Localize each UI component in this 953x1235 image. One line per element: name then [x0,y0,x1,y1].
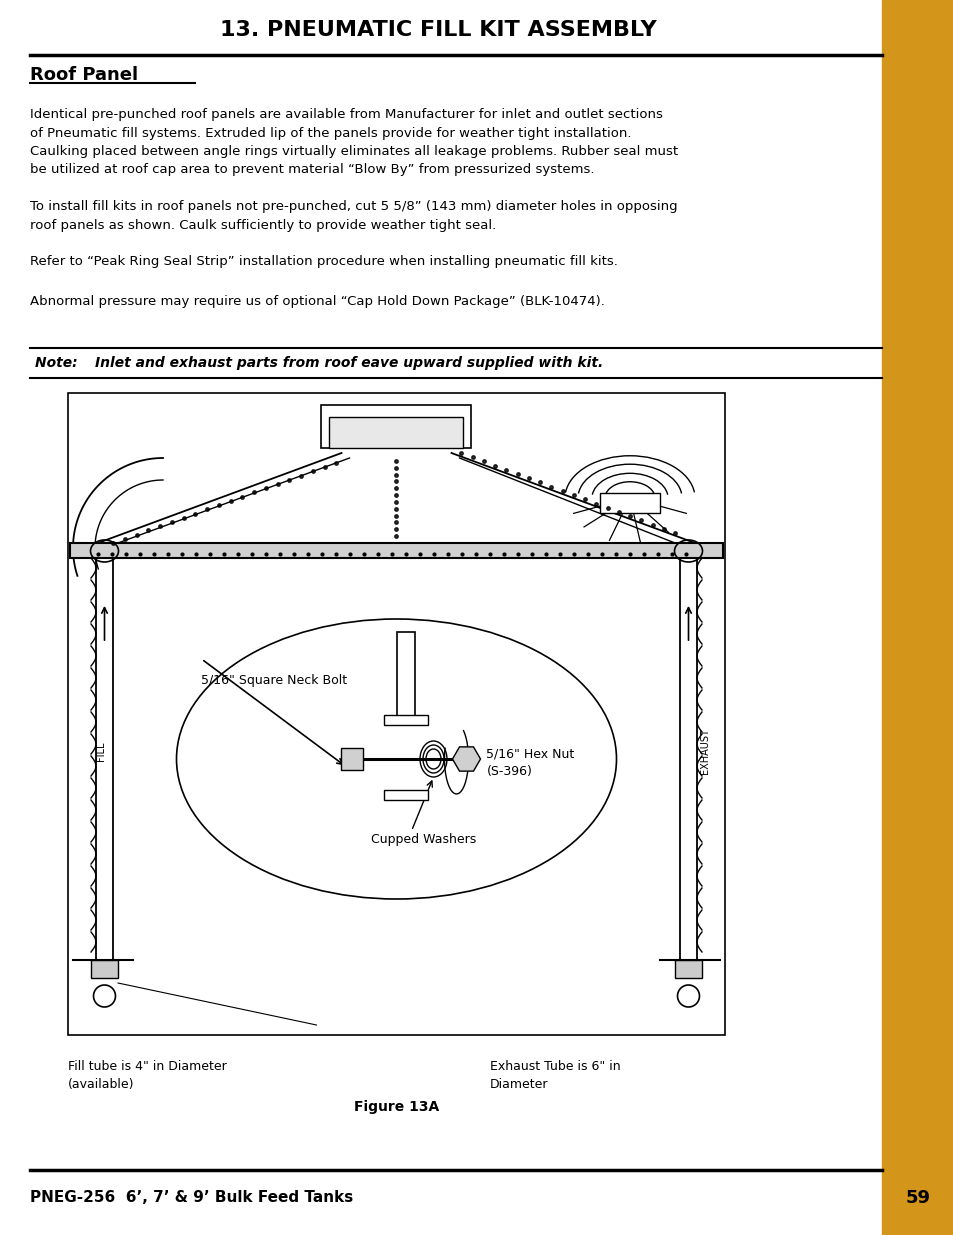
Bar [384,789,428,799]
Text: 5/16" Square Neck Bolt: 5/16" Square Neck Bolt [201,674,347,687]
Polygon shape [452,747,480,771]
Text: To install fill kits in roof panels not pre-punched, cut 5 5/8” (143 mm) diamete: To install fill kits in roof panels not … [30,200,677,231]
Text: Fill tube is 4" in Diameter
(available): Fill tube is 4" in Diameter (available) [68,1060,227,1091]
Bar [91,960,118,978]
Bar [384,715,428,725]
Text: Exhaust Tube is 6" in
Diameter: Exhaust Tube is 6" in Diameter [490,1060,620,1091]
Text: Roof Panel: Roof Panel [30,65,138,84]
Text: Abnormal pressure may require us of optional “Cap Hold Down Package” (BLK-10474): Abnormal pressure may require us of opti… [30,295,604,308]
Text: Inlet and exhaust parts from roof eave upward supplied with kit.: Inlet and exhaust parts from roof eave u… [95,356,602,370]
Text: Identical pre-punched roof panels are available from Manufacturer for inlet and : Identical pre-punched roof panels are av… [30,107,678,177]
Text: Figure 13A: Figure 13A [354,1100,438,1114]
Text: 59: 59 [904,1189,930,1207]
Text: FILL: FILL [96,742,106,761]
Bar [329,417,463,448]
Bar [675,960,701,978]
Bar [397,631,416,716]
Bar [68,393,724,1035]
Text: Refer to “Peak Ring Seal Strip” installation procedure when installing pneumatic: Refer to “Peak Ring Seal Strip” installa… [30,254,618,268]
Text: (S-396): (S-396) [486,766,532,778]
Bar [70,543,722,558]
Bar [321,405,471,448]
Bar [341,748,363,769]
Text: EXHAUST: EXHAUST [700,729,709,774]
Text: Note:: Note: [35,356,88,370]
Text: Cupped Washers: Cupped Washers [371,832,476,846]
Bar [599,493,659,513]
Text: PNEG-256  6’, 7’ & 9’ Bulk Feed Tanks: PNEG-256 6’, 7’ & 9’ Bulk Feed Tanks [30,1191,353,1205]
Bar [882,0,953,1235]
Text: 5/16" Hex Nut: 5/16" Hex Nut [486,747,574,761]
Text: 13. PNEUMATIC FILL KIT ASSEMBLY: 13. PNEUMATIC FILL KIT ASSEMBLY [220,20,657,40]
